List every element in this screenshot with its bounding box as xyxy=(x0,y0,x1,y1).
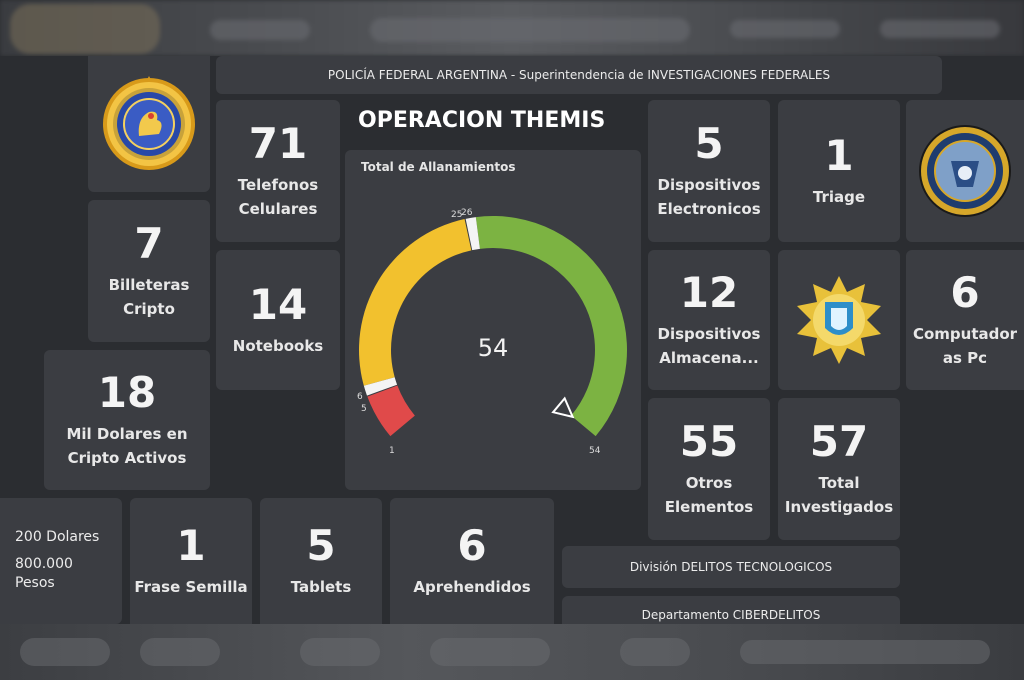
page-title: OPERACION THEMIS xyxy=(358,108,606,133)
gauge-band-2 xyxy=(359,219,472,386)
tile-triage: 1 Triage xyxy=(778,100,900,242)
dashboard: POLICÍA FEDERAL ARGENTINA - Superintende… xyxy=(0,56,1024,624)
gauge-band-separator xyxy=(363,377,398,396)
blurred-element xyxy=(300,638,380,666)
blurred-element xyxy=(20,638,110,666)
gauge-tick-label: 1 xyxy=(389,446,395,456)
gauge-tick-label: 6 xyxy=(357,392,363,402)
tile-label: Mil Dolares en Cripto Activos xyxy=(66,425,188,468)
gauge-tick-label: 25 xyxy=(451,210,463,220)
blurred-element xyxy=(140,638,220,666)
tile-label: Triage xyxy=(812,188,866,207)
tile-dispositivos-electronicos: 5 Dispositivos Electronicos xyxy=(648,100,770,242)
tile-label: Total Investigados xyxy=(784,474,894,517)
gauge-tick-label: 54 xyxy=(589,446,601,456)
blurred-logo xyxy=(10,4,160,54)
blurred-top-bar xyxy=(0,0,1024,56)
tile-label: Dispositivos Almacena... xyxy=(657,325,761,368)
tile-value: 7 xyxy=(134,218,164,268)
tile-label: Telefonos Celulares xyxy=(237,176,319,219)
tile-value: 1 xyxy=(176,520,206,570)
gauge-value: 54 xyxy=(477,334,509,362)
blurred-bottom-bar xyxy=(0,624,1024,680)
header-banner: POLICÍA FEDERAL ARGENTINA - Superintende… xyxy=(216,56,942,94)
tile-value: 6 xyxy=(950,267,980,317)
tile-label: Billeteras Cripto xyxy=(108,276,190,319)
tile-label: Frase Semilla xyxy=(134,578,248,597)
tile-value: 6 xyxy=(457,520,487,570)
tile-value: 5 xyxy=(306,520,336,570)
gauge-band-separator xyxy=(465,217,480,251)
tile-label: Dispositivos Electronicos xyxy=(657,176,761,219)
tile-value: 12 xyxy=(679,267,739,317)
tile-dispositivos-almacenamiento: 12 Dispositivos Almacena... xyxy=(648,250,770,390)
pfa-logo-tile xyxy=(88,56,210,192)
tile-label: Tablets xyxy=(290,578,352,597)
federal-seal-tile xyxy=(906,100,1024,242)
tile-telefonos: 71 Telefonos Celulares xyxy=(216,100,340,242)
tile-label: Computador as Pc xyxy=(912,325,1018,368)
tile-efectivo: 200 Dolares 800.000 Pesos xyxy=(0,498,122,624)
gauge-tick-label: 26 xyxy=(461,208,473,218)
division-banner: División DELITOS TECNOLOGICOS xyxy=(562,546,900,588)
tile-value: 55 xyxy=(679,416,739,466)
tile-label: Otros Elementos xyxy=(664,474,754,517)
gauge-title: Total de Allanamientos xyxy=(361,160,516,174)
tile-billeteras: 7 Billeteras Cripto xyxy=(88,200,210,342)
gauge-tick-label: 5 xyxy=(361,404,367,414)
tile-value: 57 xyxy=(809,416,869,466)
federal-investigations-seal-icon xyxy=(919,125,1011,217)
tile-notebooks: 14 Notebooks xyxy=(216,250,340,390)
tile-value: 18 xyxy=(97,367,157,417)
blurred-element xyxy=(880,20,1000,38)
cash-dolares: 200 Dolares xyxy=(15,529,100,545)
tile-computadoras: 6 Computador as Pc xyxy=(906,250,1024,390)
blurred-element xyxy=(370,18,690,42)
gauge-value-marker xyxy=(551,396,575,419)
cyber-division-badge-icon xyxy=(797,276,881,364)
tile-cripto: 18 Mil Dolares en Cripto Activos xyxy=(44,350,210,490)
blurred-element xyxy=(210,20,310,40)
blurred-element xyxy=(430,638,550,666)
tile-label: Notebooks xyxy=(232,337,324,356)
tile-frase-semilla: 1 Frase Semilla xyxy=(130,498,252,624)
blurred-element xyxy=(740,640,990,664)
division-text: División DELITOS TECNOLOGICOS xyxy=(629,560,833,574)
blurred-element xyxy=(620,638,690,666)
tile-value: 71 xyxy=(248,118,308,168)
gauge-band-1 xyxy=(367,385,415,437)
header-text: POLICÍA FEDERAL ARGENTINA - Superintende… xyxy=(327,68,831,82)
tile-value: 5 xyxy=(694,118,724,168)
blurred-element xyxy=(730,20,840,38)
tile-otros-elementos: 55 Otros Elementos xyxy=(648,398,770,540)
gauge-chart xyxy=(359,216,627,437)
pfa-badge-logo-icon xyxy=(103,76,195,170)
tile-tablets: 5 Tablets xyxy=(260,498,382,624)
gauge-band-3 xyxy=(475,216,627,437)
tile-aprehendidos: 6 Aprehendidos xyxy=(390,498,554,624)
tile-value: 1 xyxy=(824,130,854,180)
tile-total-investigados: 57 Total Investigados xyxy=(778,398,900,540)
cash-pesos: 800.000 Pesos xyxy=(15,555,73,591)
departamento-banner: Departamento CIBERDELITOS xyxy=(562,596,900,624)
cyber-badge-tile xyxy=(778,250,900,390)
tile-value: 14 xyxy=(248,279,308,329)
departamento-text: Departamento CIBERDELITOS xyxy=(641,608,821,622)
tile-label: Aprehendidos xyxy=(413,578,531,597)
gauge-panel: Total de Allanamientos 54 1 5 6 25 26 54 xyxy=(345,150,641,490)
